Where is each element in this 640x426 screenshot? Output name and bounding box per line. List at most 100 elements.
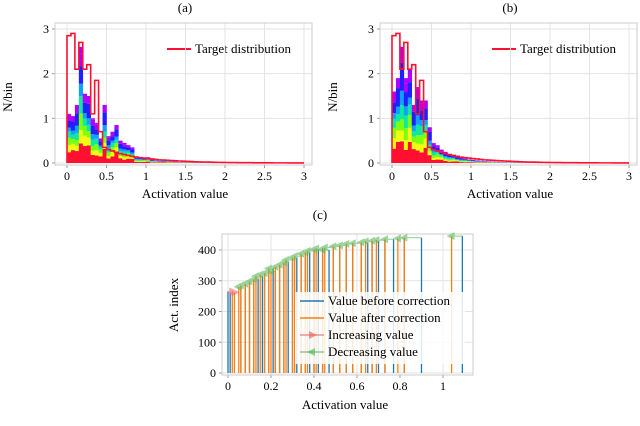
histogram-bar — [443, 151, 448, 163]
histogram-segment — [90, 125, 95, 135]
decreasing-marker — [289, 252, 298, 261]
histogram-segment — [98, 141, 103, 146]
histogram-segment — [114, 147, 119, 153]
histogram-segment — [392, 91, 397, 93]
histogram-bar — [78, 46, 84, 163]
plot-frame — [379, 22, 638, 166]
histogram-segment — [451, 161, 456, 163]
histogram-segment — [459, 160, 464, 162]
panel-b-legend: Target distribution — [492, 41, 616, 56]
histogram-segment — [455, 161, 460, 163]
increasing-legend-icon — [309, 331, 317, 339]
histogram-segment — [415, 124, 420, 136]
histogram-segment — [411, 136, 416, 143]
histogram-bar — [181, 162, 186, 163]
histogram-segment — [419, 152, 424, 163]
histogram-segment — [86, 103, 91, 119]
x-tick-label: 2.5 — [582, 169, 597, 183]
x-tick-label: 2.5 — [257, 169, 272, 183]
histogram-segment — [94, 122, 99, 125]
histogram-segment — [392, 148, 397, 163]
target-distribution-line — [66, 32, 304, 164]
histogram-segment — [118, 156, 123, 159]
histogram-segment — [455, 159, 460, 161]
y-tick-label: 1 — [43, 111, 49, 125]
histogram-bar — [82, 93, 88, 163]
histogram-segment — [403, 78, 409, 84]
histogram-segment — [443, 151, 448, 154]
histogram-segment — [399, 46, 405, 63]
histogram-segment — [70, 121, 76, 131]
histogram-segment — [439, 159, 444, 163]
panel-c: (c) Activation value Act. index 0 0.2 0.4 0… — [166, 207, 474, 412]
histogram-segment — [70, 134, 76, 140]
histogram-segment — [399, 141, 405, 163]
histogram-segment — [146, 159, 151, 160]
x-tick-label: 2 — [222, 169, 228, 183]
decreasing-marker — [328, 242, 337, 251]
histogram-segment — [82, 135, 88, 146]
histogram-segment — [443, 160, 448, 163]
histogram-segment — [451, 160, 456, 162]
histogram-segment — [90, 150, 95, 155]
panel-b-xlabel: Activation value — [467, 186, 554, 201]
histogram-segment — [423, 124, 428, 131]
y-tick-label: 0 — [210, 366, 216, 380]
histogram-segment — [447, 158, 452, 160]
histogram-segment — [70, 139, 76, 144]
histogram-bar — [502, 162, 507, 163]
decreasing-marker — [259, 269, 268, 278]
histogram-segment — [419, 144, 424, 153]
histogram-segment — [447, 155, 452, 158]
histogram-segment — [443, 153, 448, 157]
histogram-segment — [110, 151, 115, 157]
histogram-bar — [106, 136, 111, 163]
histogram-segment — [142, 160, 147, 162]
histogram-segment — [102, 148, 107, 163]
histogram-segment — [94, 129, 99, 135]
histogram-segment — [439, 155, 444, 157]
target-distribution-line — [391, 32, 629, 164]
histogram-segment — [130, 152, 135, 154]
histogram-segment — [86, 124, 91, 132]
legend-label: Value before correction — [328, 293, 450, 308]
histogram-segment — [451, 157, 456, 159]
histogram-segment — [419, 103, 424, 111]
x-tick-label: 1 — [440, 379, 446, 393]
histogram-segment — [142, 161, 147, 162]
histogram-segment — [134, 157, 139, 159]
histogram-bar — [122, 142, 127, 163]
decreasing-marker — [302, 246, 311, 255]
histogram-segment — [74, 104, 80, 114]
histogram-segment — [78, 53, 84, 67]
histogram-segment — [392, 92, 397, 103]
histogram-segment — [471, 162, 476, 163]
panel-b: (b) Activation value N/bin Target distri… — [325, 0, 638, 201]
histogram-segment — [122, 157, 127, 160]
histogram-segment — [82, 102, 88, 114]
panel-c-xlabel: Activation value — [302, 397, 389, 412]
histogram-segment — [443, 159, 448, 161]
panel-c-ylabel: Act. index — [166, 277, 181, 332]
histogram-segment — [423, 138, 428, 148]
histogram-segment — [106, 145, 111, 149]
histogram-segment — [407, 69, 413, 83]
histogram-segment — [395, 78, 401, 89]
legend-target-label: Target distribution — [195, 41, 291, 56]
histogram-segment — [122, 151, 127, 155]
histogram-segment — [439, 157, 444, 160]
histogram-bar — [395, 78, 401, 163]
histogram-bar — [173, 161, 178, 163]
y-tick-label: 0 — [368, 156, 374, 170]
histogram-segment — [126, 156, 131, 159]
histogram-segment — [126, 150, 131, 152]
histogram-segment — [122, 144, 127, 147]
histogram-segment — [130, 158, 135, 163]
histogram-segment — [86, 96, 91, 104]
histogram-bar — [490, 161, 495, 163]
histogram-bar — [455, 156, 460, 163]
histogram-segment — [114, 136, 119, 140]
histogram-segment — [142, 159, 147, 160]
histogram-segment — [70, 143, 76, 151]
